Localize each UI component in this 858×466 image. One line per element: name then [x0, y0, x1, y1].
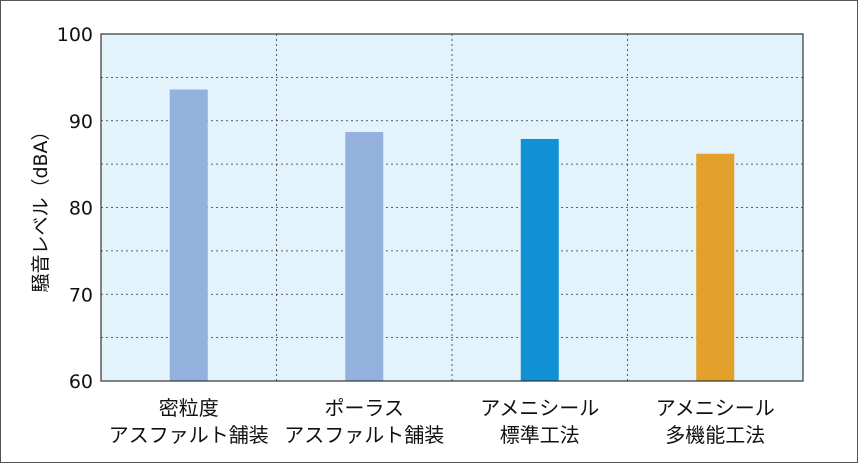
x-tick-label: 密粒度 — [159, 396, 219, 420]
bars — [169, 89, 735, 382]
bar — [169, 89, 208, 382]
x-tick-label: アスファルト舗装 — [109, 423, 269, 447]
x-tick-label: アメニシール — [656, 396, 775, 420]
y-axis-label: 騒音レベル（dBA） — [30, 121, 52, 292]
x-tick-label: アスファルト舗装 — [284, 423, 444, 447]
y-tick-label: 90 — [69, 111, 93, 133]
bar — [345, 132, 384, 381]
y-tick-label: 70 — [69, 284, 93, 306]
x-tick-label: 標準工法 — [500, 423, 580, 447]
y-tick-label: 100 — [57, 24, 93, 46]
x-tick-label: 多機能工法 — [665, 423, 765, 447]
grid-lines — [101, 34, 803, 381]
x-tick-label: アメニシール — [480, 396, 599, 420]
y-tick-labels: 60 70 80 90 100 — [57, 24, 93, 393]
bar — [520, 138, 559, 381]
x-tick-label: ポーラス — [324, 396, 404, 420]
bar — [696, 153, 735, 381]
x-tick-labels: 密粒度アスファルト舗装ポーラスアスファルト舗装アメニシール標準工法アメニシール多… — [109, 396, 775, 447]
plot-border — [100, 33, 804, 382]
y-tick-label: 80 — [69, 198, 93, 220]
y-tick-label: 60 — [69, 371, 93, 393]
